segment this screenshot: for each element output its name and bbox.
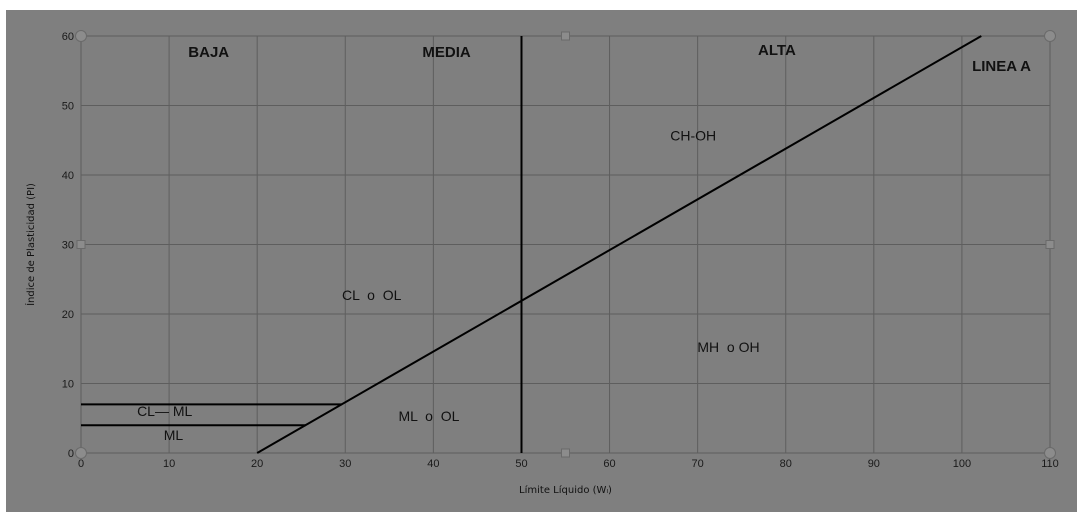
resize-handle-side[interactable] bbox=[76, 240, 86, 249]
resize-handle-side[interactable] bbox=[561, 31, 570, 41]
x-tick-label: 20 bbox=[251, 458, 263, 470]
x-tick-label: 60 bbox=[603, 458, 615, 470]
x-tick-label: 70 bbox=[692, 458, 704, 470]
y-tick-label: 10 bbox=[62, 379, 74, 391]
x-tick-label: 50 bbox=[515, 458, 527, 470]
plasticity-chart: 0 10 20 30 40 50 60 70 80 90 100 110 0 10 20 30 40 50 60 B… bbox=[6, 10, 1077, 512]
region-label: CH-OH bbox=[670, 127, 716, 143]
resize-handle-side[interactable] bbox=[561, 448, 570, 458]
x-tick-label: 30 bbox=[339, 458, 351, 470]
region-label: MH o OH bbox=[697, 339, 759, 355]
y-tick-label: 60 bbox=[62, 31, 74, 43]
y-axis-title: Índice de Plasticidad (PI) bbox=[24, 183, 37, 306]
resize-handle-corner[interactable] bbox=[75, 30, 87, 42]
x-axis-title: Límite Líquido (Wₗ) bbox=[519, 484, 612, 496]
y-tick-label: 50 bbox=[62, 101, 74, 113]
x-tick-label: 110 bbox=[1041, 458, 1059, 470]
x-tick-label: 40 bbox=[427, 458, 439, 470]
resize-handle-corner[interactable] bbox=[1044, 30, 1056, 42]
x-tick-label: 80 bbox=[780, 458, 792, 470]
zone-label: BAJA bbox=[188, 44, 229, 61]
region-label: CL— ML bbox=[137, 403, 192, 419]
chart-svg: 0 10 20 30 40 50 60 70 80 90 100 110 0 10 20 30 40 50 60 B… bbox=[24, 30, 1059, 496]
series-line bbox=[256, 35, 982, 454]
x-tick-label: 10 bbox=[163, 458, 175, 470]
resize-handle-corner[interactable] bbox=[1044, 447, 1056, 459]
region-label: CL o OL bbox=[342, 287, 402, 303]
y-tick-label: 30 bbox=[62, 240, 74, 252]
resize-handle-side[interactable] bbox=[1045, 240, 1055, 249]
x-tick-label: 0 bbox=[78, 458, 84, 470]
zone-label: MEDIA bbox=[422, 44, 471, 61]
region-label: ML o OL bbox=[398, 408, 459, 424]
zone-label: LINEA A bbox=[972, 58, 1031, 75]
x-tick-label: 90 bbox=[868, 458, 880, 470]
y-tick-label: 40 bbox=[62, 170, 74, 182]
region-label: ML bbox=[164, 427, 184, 443]
y-tick-label: 20 bbox=[62, 309, 74, 321]
y-tick-label: 0 bbox=[68, 448, 74, 460]
x-tick-label: 100 bbox=[953, 458, 971, 470]
resize-handle-corner[interactable] bbox=[75, 447, 87, 459]
zone-label: ALTA bbox=[758, 42, 796, 59]
